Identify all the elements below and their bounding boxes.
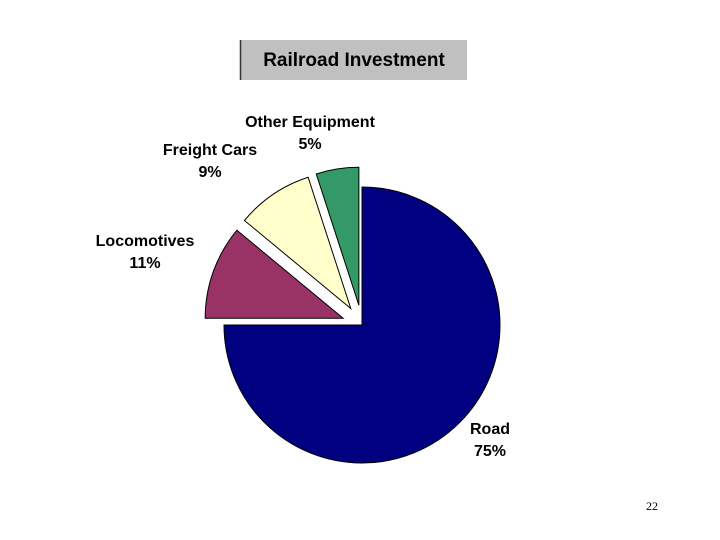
title-box <box>240 40 467 80</box>
slice-value-label: 9% <box>198 164 221 181</box>
chart-title: Railroad Investment <box>263 50 445 71</box>
pie-slice <box>204 229 345 319</box>
slice-label: Locomotives <box>96 233 195 250</box>
page-number: 22 <box>646 499 658 513</box>
slice-value-label: 75% <box>474 443 506 460</box>
pie-slice <box>315 166 360 306</box>
pie-slice <box>223 186 501 464</box>
slice-label: Other Equipment <box>245 114 375 131</box>
slice-value-label: 5% <box>298 136 321 153</box>
slice-value-label: 11% <box>129 255 160 272</box>
slice-label: Road <box>470 421 510 438</box>
pie-slice <box>243 176 352 310</box>
slice-label: Freight Cars <box>163 142 257 159</box>
